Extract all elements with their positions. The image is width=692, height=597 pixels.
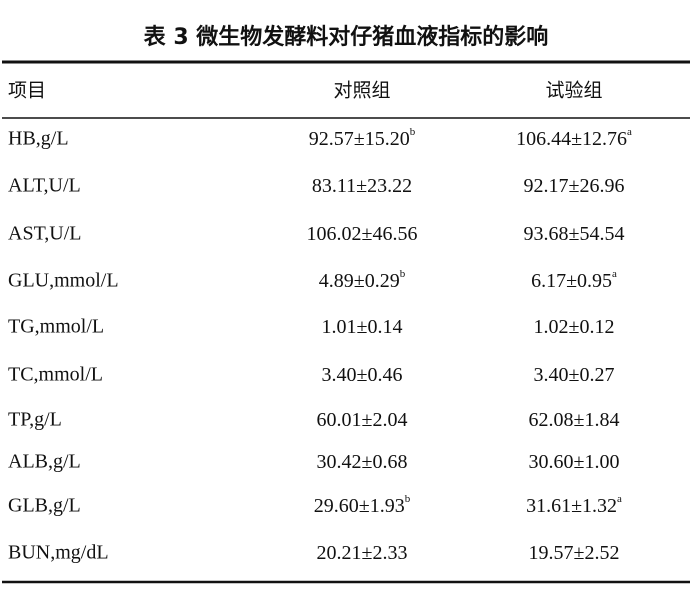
value-cell: 62.08±1.84 [529,409,620,431]
header-cell: 试验组 [545,80,602,102]
header-cell: 对照组 [333,80,390,102]
value-cell: 3.40±0.46 [322,364,403,386]
value-text: 31.61±1.32 [526,495,617,517]
significance-mark: b [410,126,416,138]
significance-mark: a [617,493,622,505]
significance-mark: b [400,268,406,280]
value-text: 29.60±1.93 [314,495,405,517]
value-cell: 1.01±0.14 [322,316,403,338]
value-cell: 4.89±0.29b [319,268,406,292]
value-text: 92.17±26.96 [524,175,625,197]
value-cell: 29.60±1.93b [314,493,411,517]
value-text: 106.02±46.56 [307,223,418,245]
value-text: 19.57±2.52 [529,542,620,564]
value-text: 3.40±0.27 [534,364,615,386]
value-cell: 92.57±15.20b [309,126,416,150]
value-cell: 1.02±0.12 [534,316,615,338]
value-text: 20.21±2.33 [317,542,408,564]
value-text: 93.68±54.54 [524,223,625,245]
value-cell: 106.02±46.56 [307,223,418,245]
value-text: 92.57±15.20 [309,128,410,150]
value-cell: 92.17±26.96 [524,175,625,197]
row-label: GLB,g/L [8,495,81,517]
header-cell: 项目 [8,80,46,102]
value-text: 1.02±0.12 [534,316,615,338]
value-cell: 106.44±12.76a [516,126,632,150]
value-text: 83.11±23.22 [312,175,412,197]
row-label: TG,mmol/L [8,316,104,338]
value-text: 62.08±1.84 [529,409,620,431]
row-label: TC,mmol/L [8,364,103,386]
value-text: 1.01±0.14 [322,316,403,338]
significance-mark: a [627,126,632,138]
value-cell: 19.57±2.52 [529,542,620,564]
value-cell: 30.42±0.68 [317,451,408,473]
value-cell: 60.01±2.04 [317,409,408,431]
value-cell: 3.40±0.27 [534,364,615,386]
value-text: 30.42±0.68 [317,451,408,473]
row-label: GLU,mmol/L [8,270,119,292]
table-title: 表 3 微生物发酵料对仔猪血液指标的影响 [144,24,549,50]
value-cell: 31.61±1.32a [526,493,622,517]
row-label: ALT,U/L [8,175,81,197]
row-label: TP,g/L [8,409,62,431]
value-text: 60.01±2.04 [317,409,408,431]
value-text: 3.40±0.46 [322,364,403,386]
value-text: 4.89±0.29 [319,270,400,292]
value-text: 106.44±12.76 [516,128,627,150]
row-label: BUN,mg/dL [8,542,109,564]
value-cell: 6.17±0.95a [531,268,617,292]
value-cell: 93.68±54.54 [524,223,625,245]
significance-mark: b [405,493,411,505]
row-label: ALB,g/L [8,451,81,473]
significance-mark: a [612,268,617,280]
row-label: AST,U/L [8,223,82,245]
row-label: HB,g/L [8,128,69,150]
value-cell: 30.60±1.00 [529,451,620,473]
value-text: 6.17±0.95 [531,270,612,292]
value-cell: 83.11±23.22 [312,175,412,197]
value-text: 30.60±1.00 [529,451,620,473]
value-cell: 20.21±2.33 [317,542,408,564]
